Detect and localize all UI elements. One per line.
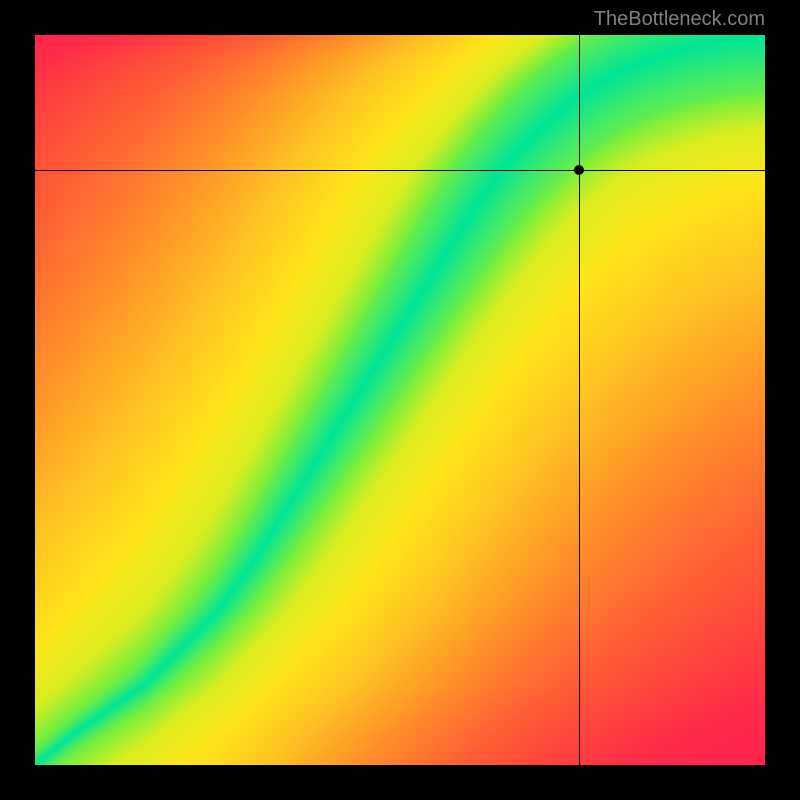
heatmap-plot — [35, 35, 765, 765]
watermark-text: TheBottleneck.com — [594, 8, 765, 31]
crosshair-marker — [574, 165, 584, 175]
heatmap-canvas — [35, 35, 765, 765]
crosshair-vertical — [579, 35, 580, 765]
crosshair-horizontal — [35, 170, 765, 171]
